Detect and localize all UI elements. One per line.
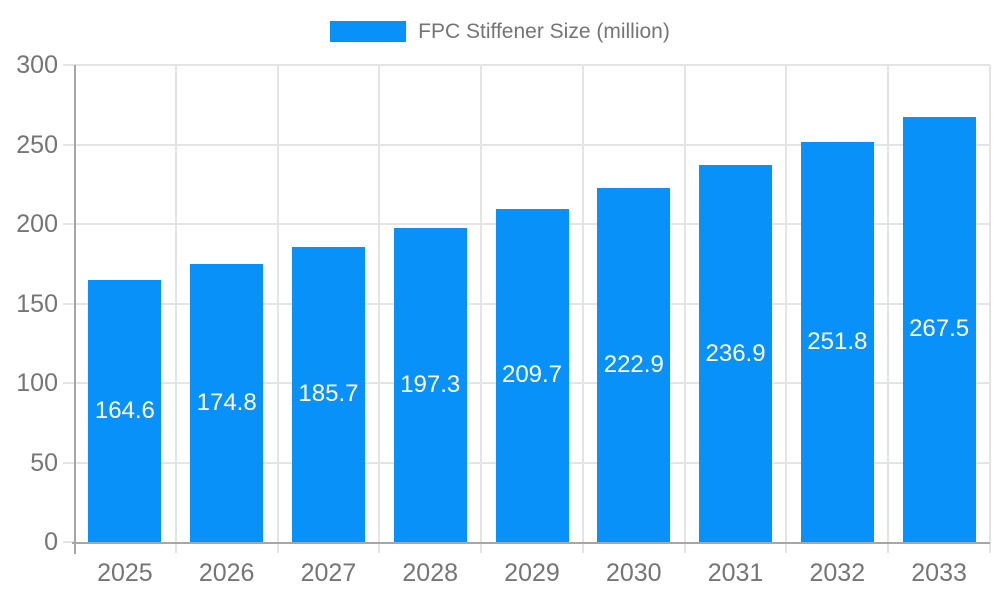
x-axis-tick-label: 2031 bbox=[707, 559, 764, 587]
x-axis-tick-label: 2028 bbox=[402, 559, 459, 587]
y-gridline bbox=[63, 64, 990, 66]
y-gridline bbox=[63, 143, 990, 146]
y-axis-tick-label: 200 bbox=[16, 210, 58, 238]
bar-value-label: 197.3 bbox=[400, 371, 461, 399]
y-axis-tick-label: 300 bbox=[16, 51, 58, 79]
x-gridline bbox=[378, 65, 381, 553]
bar-2029: 209.7 bbox=[495, 208, 569, 542]
bar-value-label: 267.5 bbox=[909, 315, 970, 343]
x-gridline bbox=[887, 65, 890, 553]
y-axis-tick-label: 0 bbox=[44, 528, 58, 556]
bar-2033: 267.5 bbox=[902, 116, 976, 542]
chart-legend: FPC Stiffener Size (million) bbox=[0, 21, 1000, 42]
bar-value-label: 164.6 bbox=[94, 397, 155, 425]
x-axis-tick-label: 2032 bbox=[809, 559, 866, 587]
y-tick bbox=[63, 541, 74, 543]
plot-area: 164.6 174.8 185.7 197.3 209.7 222.9 236.9 251.8… bbox=[63, 64, 991, 554]
x-axis-line bbox=[72, 542, 990, 544]
bar-value-label: 174.8 bbox=[196, 389, 257, 417]
y-axis-tick-label: 150 bbox=[16, 289, 58, 318]
y-axis-tick-label: 250 bbox=[16, 130, 58, 159]
bar-2025: 164.6 bbox=[88, 280, 162, 542]
bar-2032: 251.8 bbox=[800, 141, 874, 542]
x-axis-tick-label: 2025 bbox=[97, 559, 153, 587]
y-axis-tick-label: 100 bbox=[16, 369, 58, 397]
bar-value-label: 251.8 bbox=[807, 327, 868, 355]
bar-value-label: 185.7 bbox=[298, 380, 359, 408]
x-axis-tick-label: 2026 bbox=[198, 559, 255, 587]
x-gridline bbox=[785, 65, 788, 553]
bar-value-label: 236.9 bbox=[705, 339, 766, 367]
x-gridline bbox=[480, 65, 483, 553]
bar-2031: 236.9 bbox=[699, 165, 773, 542]
x-axis-tick-label: 2029 bbox=[504, 559, 560, 587]
bar-value-label: 222.9 bbox=[603, 350, 664, 378]
y-axis-line bbox=[74, 65, 76, 554]
x-axis-tick-label: 2027 bbox=[300, 559, 357, 587]
legend-label: FPC Stiffener Size (million) bbox=[418, 20, 670, 43]
x-gridline bbox=[174, 65, 177, 553]
y-axis-tick-label: 50 bbox=[30, 448, 58, 477]
bar-value-label: 209.7 bbox=[501, 361, 563, 389]
x-gridline bbox=[581, 65, 584, 553]
bar-2027: 185.7 bbox=[291, 246, 365, 542]
x-gridline bbox=[683, 65, 686, 553]
x-axis-tick-label: 2030 bbox=[605, 559, 662, 587]
x-gridline bbox=[276, 65, 279, 553]
bar-2026: 174.8 bbox=[190, 264, 264, 542]
bar-2030: 222.9 bbox=[597, 187, 671, 542]
bar-2028: 197.3 bbox=[393, 228, 467, 542]
x-gridline bbox=[989, 65, 991, 553]
x-axis-tick-label: 2033 bbox=[911, 559, 967, 587]
legend-swatch bbox=[330, 21, 407, 42]
